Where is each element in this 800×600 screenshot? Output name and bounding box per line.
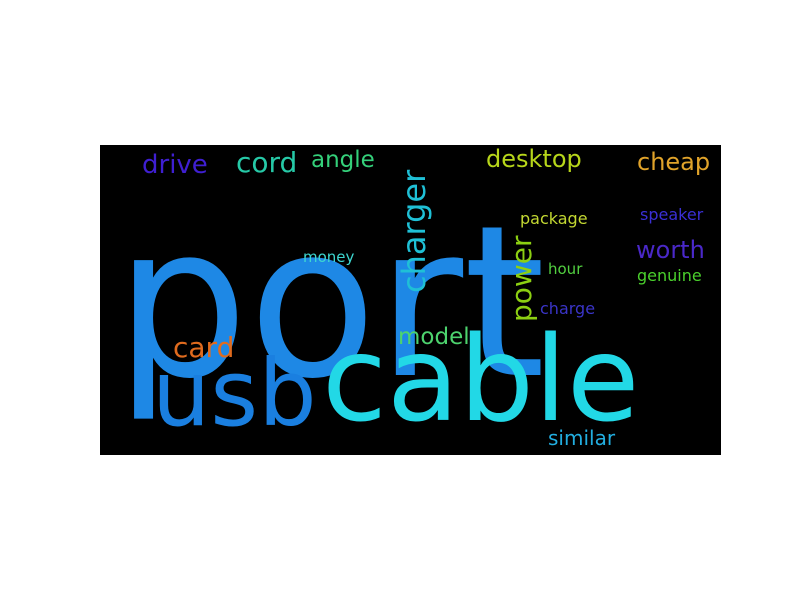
- word-cloud: port cable usb charger power drive cord …: [100, 145, 721, 455]
- word-hour: hour: [548, 260, 583, 278]
- word-charger: charger: [395, 169, 433, 293]
- word-cloud-canvas: port cable usb charger power drive cord …: [115, 145, 710, 450]
- word-genuine: genuine: [637, 266, 702, 285]
- word-angle: angle: [311, 147, 375, 173]
- word-card: card: [173, 331, 234, 364]
- word-desktop: desktop: [486, 145, 582, 173]
- word-cord: cord: [236, 146, 297, 179]
- word-model: model: [398, 324, 470, 350]
- word-money: money: [303, 248, 355, 266]
- word-worth: worth: [636, 236, 705, 264]
- word-package: package: [520, 209, 588, 228]
- word-speaker: speaker: [640, 205, 704, 224]
- word-similar: similar: [548, 426, 616, 450]
- word-drive: drive: [142, 150, 208, 180]
- word-port: port: [115, 180, 545, 425]
- word-cheap: cheap: [637, 148, 710, 176]
- word-charge: charge: [540, 299, 595, 318]
- word-power: power: [505, 235, 538, 322]
- word-cable: cable: [322, 310, 639, 448]
- word-usb: usb: [152, 340, 317, 447]
